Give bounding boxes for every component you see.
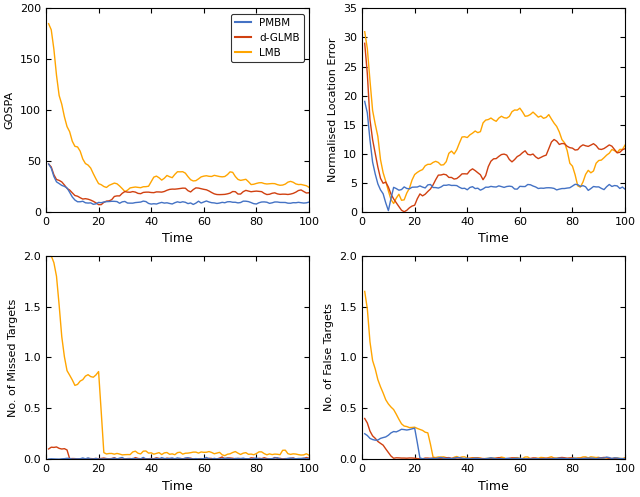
Y-axis label: No. of Missed Targets: No. of Missed Targets [8, 298, 18, 416]
X-axis label: Time: Time [478, 232, 509, 245]
X-axis label: Time: Time [162, 232, 193, 245]
Y-axis label: GOSPA: GOSPA [4, 91, 15, 129]
Y-axis label: Normalised Location Error: Normalised Location Error [328, 38, 337, 182]
X-axis label: Time: Time [162, 480, 193, 493]
Legend: PMBM, d-GLMB, LMB: PMBM, d-GLMB, LMB [231, 13, 304, 63]
X-axis label: Time: Time [478, 480, 509, 493]
Y-axis label: No. of False Targets: No. of False Targets [324, 304, 334, 412]
